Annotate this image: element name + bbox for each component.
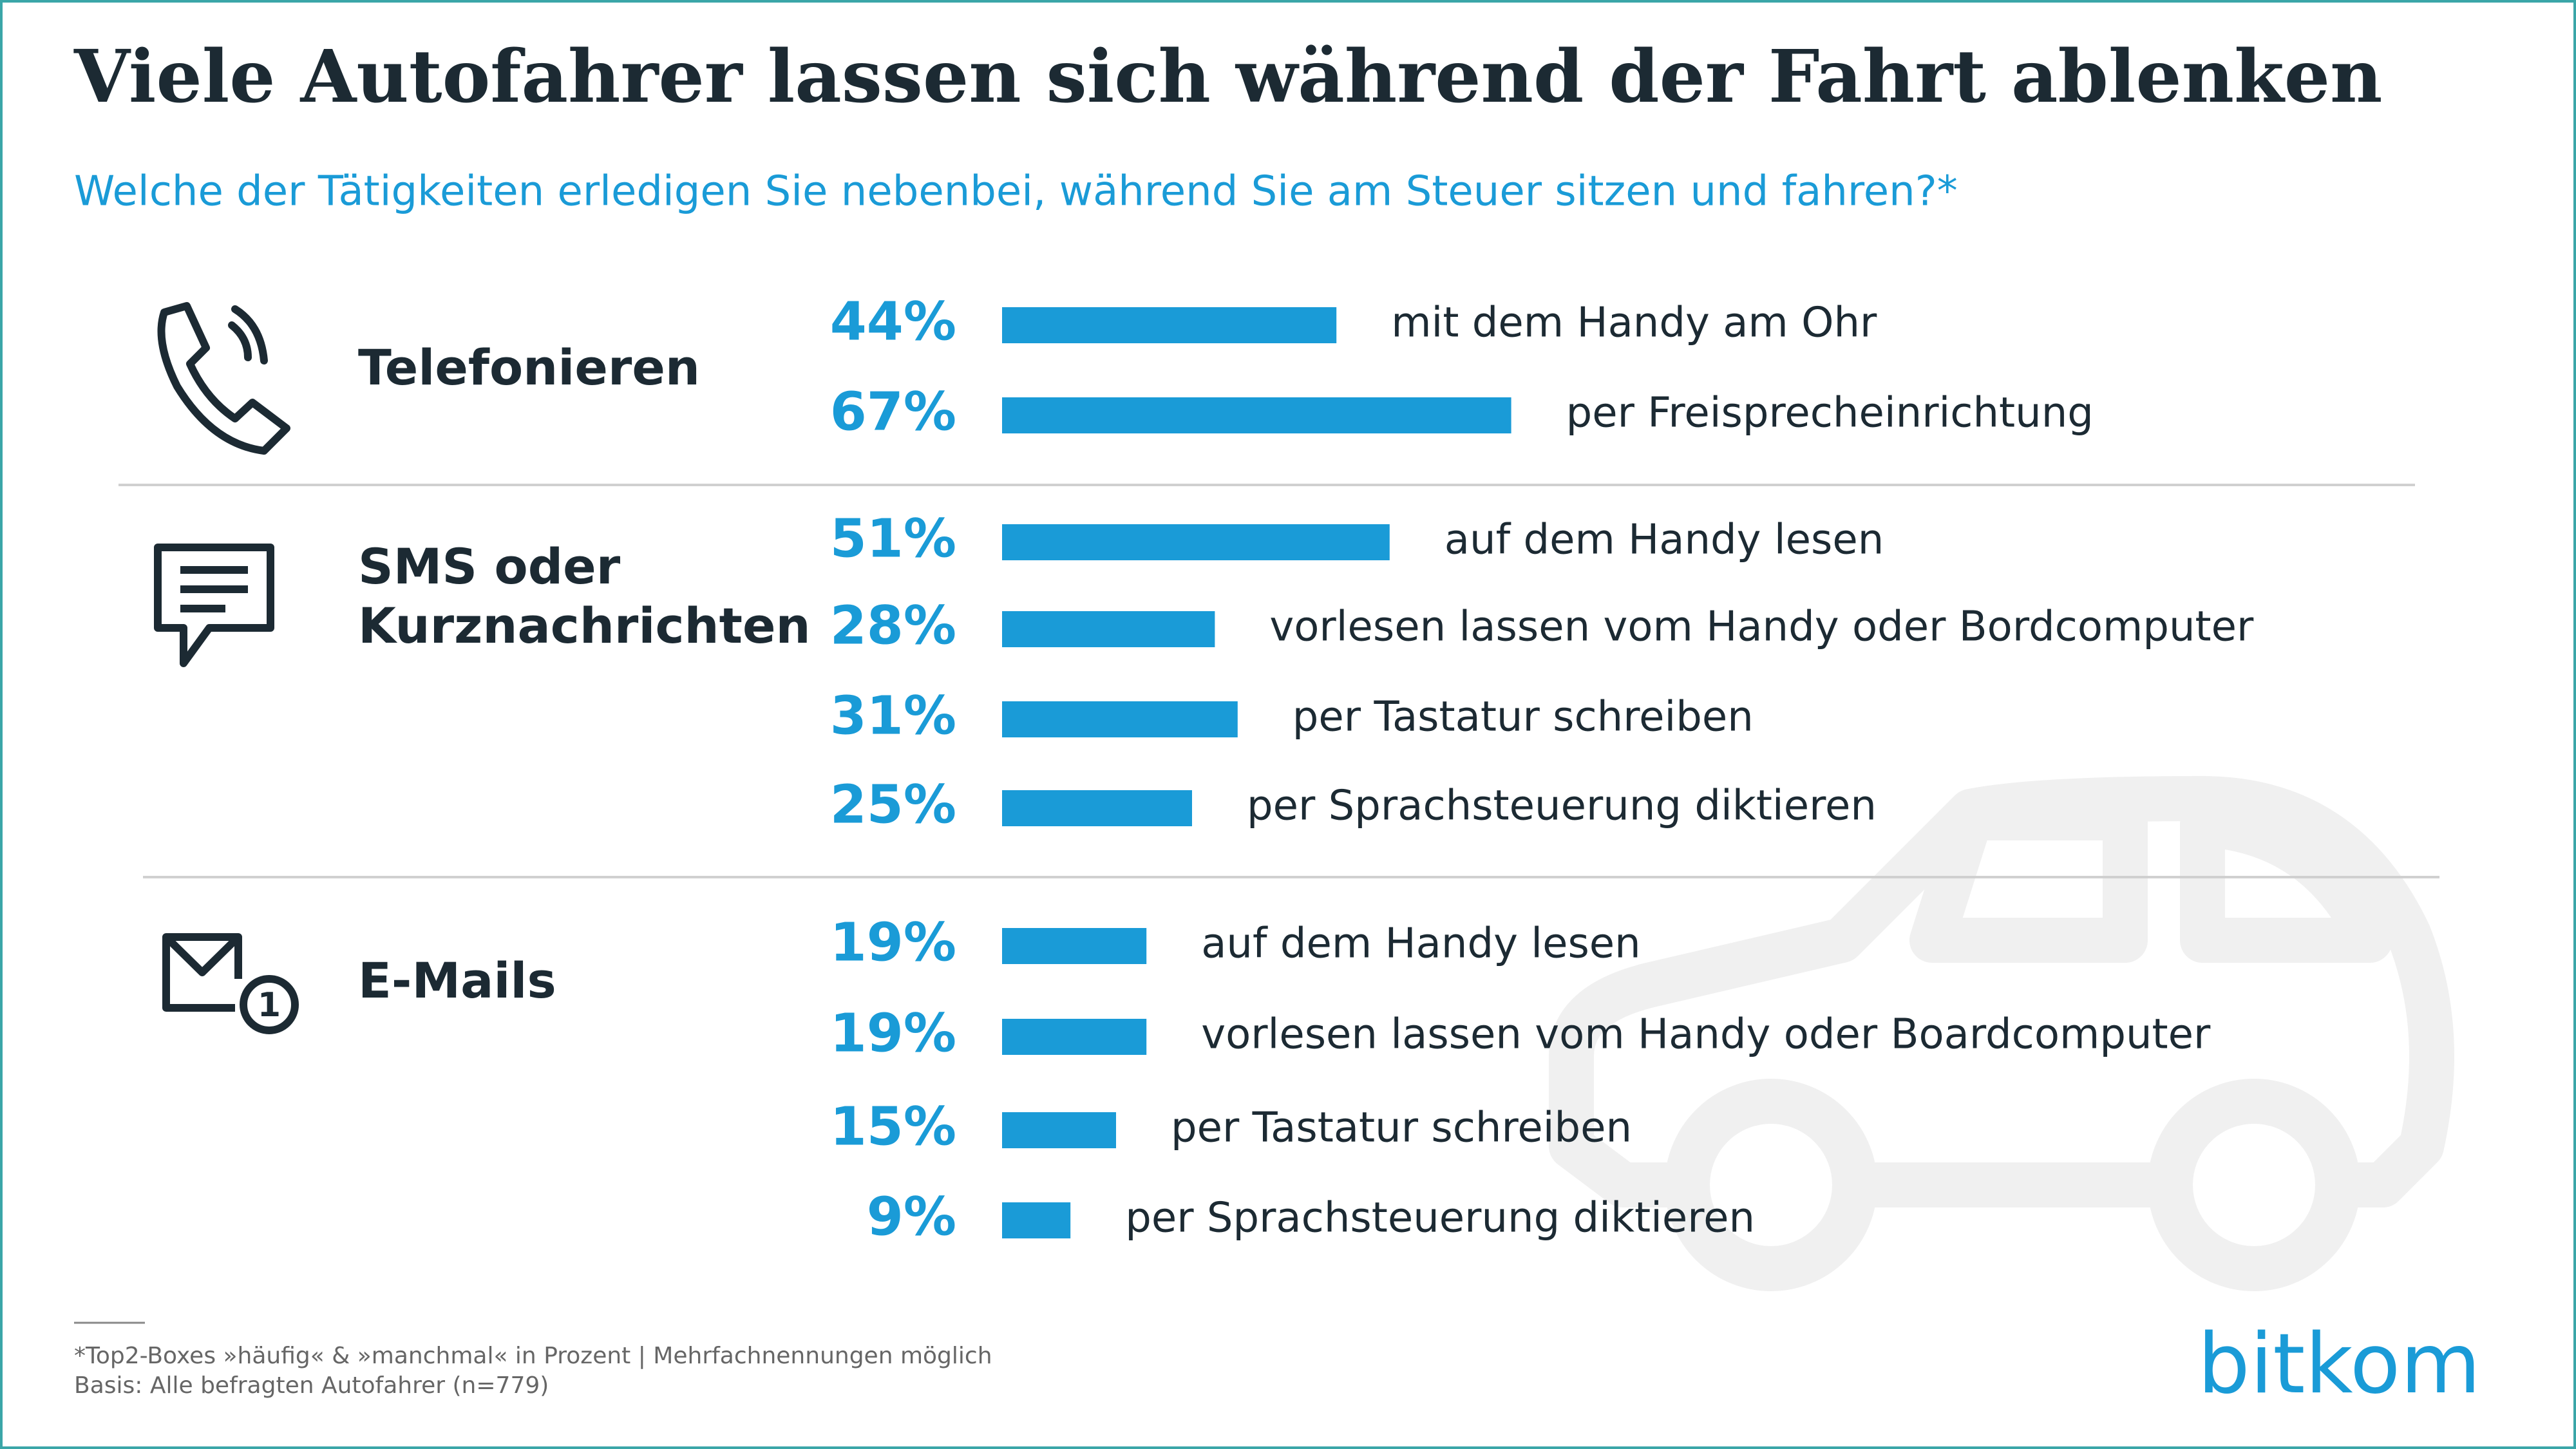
category-label: per Sprachsteuerung diktieren	[1247, 782, 1877, 830]
chart-subtitle: Welche der Tätigkeiten erledigen Sie neb…	[74, 168, 1958, 216]
value-label: 19%	[830, 1003, 956, 1064]
car-background	[1549, 776, 2454, 1291]
email-icon: 1	[162, 933, 299, 1034]
logo: bitkom	[2197, 1316, 2481, 1412]
category-label: mit dem Handy am Ohr	[1391, 299, 1877, 347]
bar	[1002, 928, 1147, 964]
bar	[1002, 397, 1511, 433]
category-label: per Sprachsteuerung diktieren	[1125, 1195, 1755, 1242]
value-label: 15%	[830, 1096, 956, 1157]
group-label: SMS oder Kurznachrichten	[358, 538, 811, 654]
bar	[1002, 1019, 1147, 1055]
category-label: auf dem Handy lesen	[1444, 516, 1884, 564]
chart-title: Viele Autofahrer lassen sich während der…	[73, 35, 2382, 119]
value-label: 67%	[830, 381, 956, 442]
bar	[1002, 1202, 1071, 1238]
category-label: per Tastatur schreiben	[1171, 1104, 1632, 1152]
footnote: Basis: Alle befragten Autofahrer (n=779)	[74, 1372, 549, 1399]
bar	[1002, 307, 1337, 343]
value-label: 28%	[830, 595, 956, 656]
category-label: per Freisprecheinrichtung	[1566, 390, 2094, 437]
group-label: Telefonieren	[358, 339, 700, 396]
bar	[1002, 611, 1215, 647]
category-label: auf dem Handy lesen	[1201, 920, 1641, 968]
bar	[1002, 790, 1192, 826]
category-label: vorlesen lassen vom Handy oder Boardcomp…	[1201, 1011, 2211, 1059]
bar	[1002, 701, 1238, 737]
value-label: 51%	[830, 508, 956, 569]
bar	[1002, 524, 1390, 560]
value-label: 25%	[830, 774, 956, 835]
value-label: 44%	[830, 291, 956, 352]
phone-icon	[157, 302, 290, 455]
value-label: 9%	[867, 1186, 956, 1247]
bar	[1002, 1112, 1116, 1148]
category-label: per Tastatur schreiben	[1293, 694, 1754, 741]
category-label: vorlesen lassen vom Handy oder Bordcompu…	[1269, 603, 2254, 651]
footnote: *Top2-Boxes »häufig« & »manchmal« in Pro…	[74, 1343, 992, 1369]
svg-text:1: 1	[258, 986, 281, 1025]
value-label: 19%	[830, 912, 956, 973]
value-label: 31%	[830, 685, 956, 746]
group-label: E-Mails	[358, 952, 556, 1009]
message-icon	[154, 544, 274, 667]
